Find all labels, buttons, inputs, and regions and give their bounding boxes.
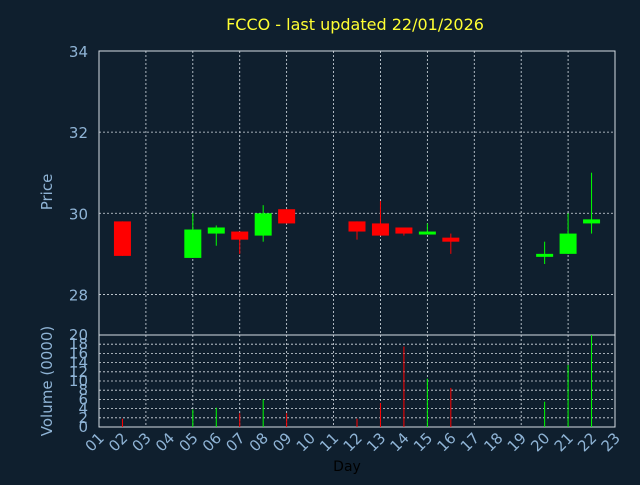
x-tick-label: 12	[340, 429, 366, 455]
x-tick-label: 10	[293, 429, 319, 455]
x-tick-label: 11	[316, 429, 342, 455]
x-tick-label: 22	[574, 429, 600, 455]
candle-body	[418, 231, 436, 235]
x-axis-label: Day	[333, 459, 361, 475]
x-tick-label: 05	[175, 429, 201, 455]
candle-body	[583, 219, 601, 224]
volume-tick-label: 10	[69, 372, 88, 390]
x-tick-label: 17	[457, 429, 483, 455]
volume-tick-label: 2	[78, 409, 88, 427]
x-tick-label: 08	[246, 429, 272, 455]
price-tick-label: 32	[69, 124, 88, 142]
x-tick-label: 02	[105, 429, 131, 455]
x-tick-label: 18	[480, 429, 506, 455]
x-tick-label: 19	[504, 429, 530, 455]
volume-tick-label: 4	[78, 400, 88, 418]
candle-body	[395, 227, 413, 234]
price-panel-frame	[98, 50, 616, 336]
volume-tick-label: 12	[69, 363, 88, 381]
candle-body	[231, 231, 249, 240]
price-tick-label: 30	[69, 205, 88, 223]
volume-tick-label: 16	[69, 344, 88, 362]
volume-tick-label: 8	[78, 381, 88, 399]
volume-grid	[99, 334, 615, 428]
candle-body	[278, 209, 296, 224]
x-tick-label: 21	[551, 429, 577, 455]
x-tick-label: 04	[152, 429, 178, 455]
candles	[113, 172, 601, 264]
price-tick-label: 34	[69, 43, 88, 61]
x-tick-label: 15	[410, 429, 436, 455]
volume-tick-label: 0	[78, 418, 88, 436]
volume-tick-label: 18	[69, 335, 88, 353]
price-grid	[99, 50, 615, 335]
chart-title: FCCO - last updated 22/01/2026	[226, 15, 484, 34]
candle-body	[207, 227, 225, 234]
volume-tick-label: 20	[69, 326, 88, 344]
x-tick-label: 07	[222, 429, 248, 455]
x-tick-label: 16	[433, 429, 459, 455]
candle-body	[184, 229, 202, 258]
x-tick-label: 13	[363, 429, 389, 455]
candle-body	[442, 237, 460, 242]
x-tick-label: 09	[269, 429, 295, 455]
volume-tick-label: 14	[69, 354, 88, 372]
x-tick-label: 14	[387, 429, 413, 455]
candle-body	[559, 233, 577, 254]
candle-body	[536, 253, 554, 257]
x-tick-label: 23	[598, 429, 624, 455]
candle-body	[113, 221, 131, 256]
price-tick-labels: 28 30 32 34	[69, 43, 88, 304]
x-tick-labels: 0102030405060708091011121314151617181920…	[82, 429, 624, 455]
x-tick-label: 06	[199, 429, 225, 455]
candle-body	[371, 223, 389, 236]
volume-tick-label: 6	[78, 390, 88, 408]
price-axis-label: Price	[38, 174, 56, 211]
x-tick-label: 03	[129, 429, 155, 455]
volume-axis-label: Volume (0000)	[38, 326, 56, 436]
candle-body	[348, 221, 366, 232]
candle-body	[254, 213, 272, 236]
x-tick-label: 20	[527, 429, 553, 455]
volume-bars	[121, 335, 593, 427]
price-tick-label: 28	[69, 286, 88, 304]
